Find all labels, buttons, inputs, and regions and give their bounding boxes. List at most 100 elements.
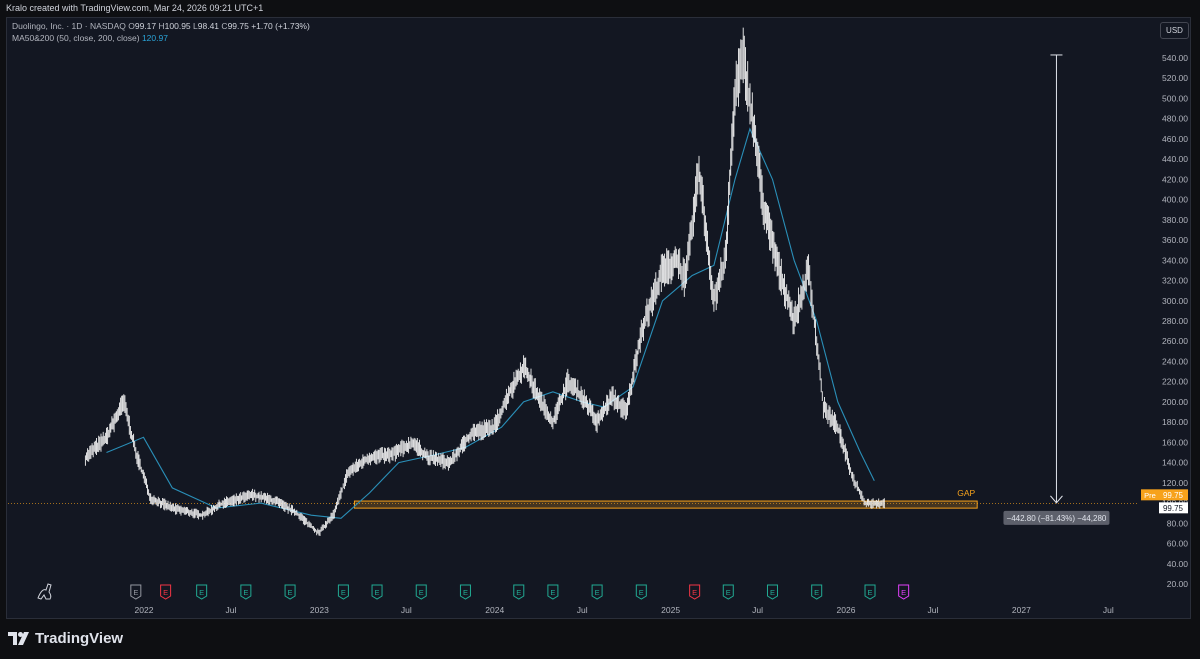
earnings-event-marker[interactable]: E <box>635 584 647 600</box>
y-tick-label: 420.00 <box>1162 174 1188 184</box>
earnings-event-marker[interactable]: E <box>547 584 559 600</box>
y-tick-label: 340.00 <box>1162 255 1188 265</box>
y-tick-label: 460.00 <box>1162 134 1188 144</box>
earnings-event-marker[interactable]: E <box>337 584 349 600</box>
tradingview-logo[interactable]: TradingView <box>8 630 123 647</box>
earnings-icon <box>513 584 525 600</box>
symbol-label[interactable]: Duolingo, Inc. · 1D · NASDAQ <box>12 21 126 31</box>
earnings-letter: E <box>726 588 731 597</box>
earnings-event-marker[interactable]: E <box>722 584 734 600</box>
earnings-icon <box>635 584 647 600</box>
y-tick-label: 220.00 <box>1162 377 1188 387</box>
x-tick-label: 2024 <box>485 605 504 615</box>
y-tick-label: 20.00 <box>1167 579 1189 589</box>
earnings-letter: E <box>463 588 468 597</box>
x-tick-label: Jul <box>1103 605 1114 615</box>
earnings-letter: E <box>163 588 168 597</box>
y-tick-label: 40.00 <box>1167 559 1189 569</box>
low-value: 98.41 <box>197 21 220 31</box>
y-tick-label: 120.00 <box>1162 478 1188 488</box>
earnings-event-marker[interactable]: E <box>371 584 383 600</box>
y-tick-label: 240.00 <box>1162 356 1188 366</box>
earnings-event-marker[interactable]: E <box>513 584 525 600</box>
earnings-icon <box>337 584 349 600</box>
open-value: 99.17 <box>134 21 157 31</box>
earnings-icon <box>240 584 252 600</box>
y-tick-label: 180.00 <box>1162 417 1188 427</box>
earnings-icon <box>864 584 876 600</box>
tradingview-logo-text: TradingView <box>35 630 124 647</box>
close-value: 99.75 <box>227 21 249 31</box>
x-tick-label: 2027 <box>1012 605 1031 615</box>
earnings-letter: E <box>692 588 697 597</box>
measure-label: −442.80 (−81.43%) −44,280 <box>1007 514 1107 523</box>
x-tick-label: Jul <box>401 605 412 615</box>
earnings-letter: E <box>133 588 138 597</box>
earnings-icon <box>898 584 910 600</box>
x-axis: 2022 Jul 2023 Jul 2024 Jul 2025 Jul 2026 Jul 2027 J… <box>135 605 1114 615</box>
y-tick-label: 260.00 <box>1162 336 1188 346</box>
x-tick-label: Jul <box>577 605 588 615</box>
ma-value: 120.97 <box>141 33 168 43</box>
last-price-box <box>1159 502 1188 514</box>
earnings-event-marker[interactable]: E <box>284 584 296 600</box>
y-tick-label: 360.00 <box>1162 235 1188 245</box>
moving-average <box>106 127 875 519</box>
credit-text: Kralo created with TradingView.com, Mar … <box>6 3 264 13</box>
earnings-event-marker[interactable]: E <box>240 584 252 600</box>
earnings-letter: E <box>595 588 600 597</box>
earnings-icon <box>689 584 701 600</box>
earnings-letter: E <box>770 588 775 597</box>
earnings-event-marker[interactable]: E <box>898 584 910 600</box>
ma-line[interactable] <box>106 127 875 519</box>
earnings-event-marker[interactable]: E <box>689 584 701 600</box>
gap-zone: GAP <box>8 488 1138 509</box>
earnings-letter: E <box>375 588 380 597</box>
price-series <box>84 27 885 536</box>
pre-tag-box <box>1141 489 1159 501</box>
ma-row[interactable]: MA50&200 (50, close, 200, close) 120.97 <box>12 32 310 44</box>
x-tick-label: 2026 <box>837 605 856 615</box>
earnings-event-marker[interactable]: E <box>864 584 876 600</box>
low-label: L <box>193 21 198 31</box>
earnings-letter: E <box>288 588 293 597</box>
x-tick-label: Jul <box>752 605 763 615</box>
earnings-event-marker[interactable]: E <box>130 584 142 600</box>
earnings-event-marker[interactable]: E <box>160 584 172 600</box>
high-label: H <box>158 21 165 31</box>
pre-price-box <box>1159 489 1188 501</box>
measure-tool: −442.80 (−81.43%) −44,280 <box>1003 54 1110 525</box>
x-tick-label: 2022 <box>135 605 154 615</box>
earnings-event-marker[interactable]: E <box>415 584 427 600</box>
earnings-icon <box>284 584 296 600</box>
earnings-letter: E <box>868 588 873 597</box>
ma-label: MA50&200 (50, close, 200, close) <box>12 33 140 43</box>
earnings-icon <box>811 584 823 600</box>
pre-price-label: 99.75 <box>1163 491 1184 500</box>
earnings-event-marker[interactable]: E <box>459 584 471 600</box>
chart-frame[interactable] <box>6 17 1191 619</box>
pre-tag-label: Pre <box>1144 491 1156 500</box>
last-price-label: 99.75 <box>1163 504 1184 513</box>
y-tick-label: 300.00 <box>1162 296 1188 306</box>
earnings-icon <box>160 584 172 600</box>
earnings-event-marker[interactable]: E <box>591 584 603 600</box>
currency-button[interactable]: USD <box>1160 22 1189 39</box>
earnings-event-marker[interactable]: E <box>766 584 778 600</box>
dino-icon[interactable] <box>37 583 52 600</box>
y-tick-label: 440.00 <box>1162 154 1188 164</box>
chart-legend: Duolingo, Inc. · 1D · NASDAQ O99.17 H100… <box>12 20 310 44</box>
gap-label: GAP <box>957 488 975 498</box>
footer <box>0 619 1200 659</box>
earnings-event-marker[interactable]: E <box>196 584 208 600</box>
tradingview-logo-icon <box>8 632 29 645</box>
earnings-icon <box>130 584 142 600</box>
y-tick-label: 140.00 <box>1162 458 1188 468</box>
y-tick-label: 320.00 <box>1162 276 1188 286</box>
y-tick-label: 380.00 <box>1162 215 1188 225</box>
earnings-event-marker[interactable]: E <box>811 584 823 600</box>
y-tick-label: 520.00 <box>1162 73 1188 83</box>
price-candles[interactable] <box>84 27 885 536</box>
gap-rectangle[interactable] <box>353 500 978 509</box>
